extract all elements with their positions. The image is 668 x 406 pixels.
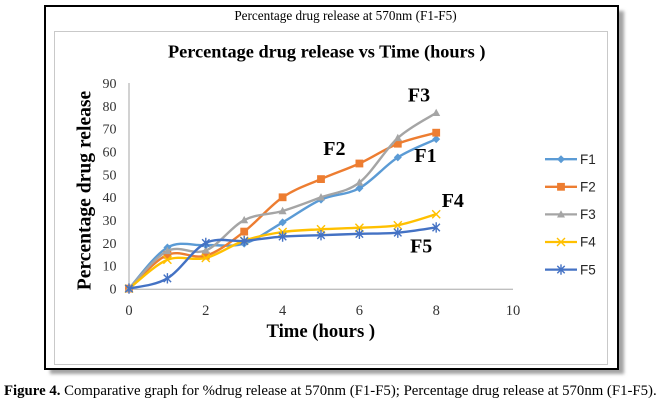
svg-text:6: 6	[356, 303, 363, 319]
svg-text:40: 40	[103, 191, 117, 206]
svg-text:F2: F2	[580, 180, 596, 195]
svg-text:Percentage drug release at 570: Percentage drug release at 570nm (F1-F5)	[234, 8, 456, 23]
svg-text:60: 60	[103, 146, 117, 161]
svg-text:4: 4	[279, 303, 287, 319]
svg-text:10: 10	[506, 303, 521, 319]
svg-text:0: 0	[125, 303, 132, 319]
svg-text:70: 70	[103, 123, 117, 138]
svg-text:80: 80	[103, 100, 117, 115]
svg-text:30: 30	[103, 214, 117, 229]
svg-text:10: 10	[103, 260, 117, 275]
svg-text:F3: F3	[408, 85, 430, 107]
svg-text:F1: F1	[414, 145, 436, 167]
svg-text:Figure 4. Comparative graph fo: Figure 4. Comparative graph for %drug re…	[4, 383, 657, 399]
svg-text:8: 8	[433, 303, 440, 319]
svg-text:Percentage drug release vs Tim: Percentage drug release vs Time (hours )	[168, 41, 486, 62]
svg-text:F2: F2	[323, 138, 345, 160]
svg-text:F5: F5	[410, 236, 432, 258]
svg-text:20: 20	[103, 237, 117, 252]
svg-text:F1: F1	[580, 152, 596, 167]
svg-text:90: 90	[103, 77, 117, 92]
svg-text:F5: F5	[580, 262, 596, 277]
svg-text:F3: F3	[580, 207, 596, 222]
svg-text:0: 0	[110, 282, 117, 297]
svg-text:F4: F4	[442, 190, 464, 212]
svg-text:Time (hours ): Time (hours )	[266, 321, 375, 342]
svg-text:2: 2	[202, 303, 209, 319]
svg-text:50: 50	[103, 168, 117, 183]
svg-text:F4: F4	[580, 235, 596, 250]
svg-text:Percentage drug release: Percentage drug release	[74, 90, 95, 290]
